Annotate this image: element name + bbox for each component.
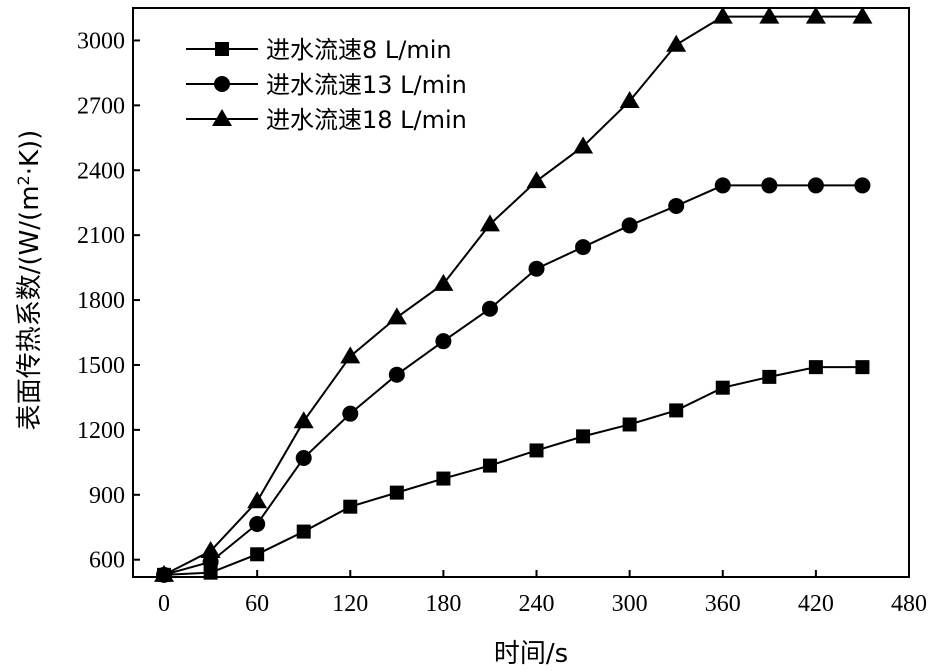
y-tick-label: 900 xyxy=(89,483,125,509)
x-tick-label: 240 xyxy=(519,591,555,617)
y-axis-title-tail: ·K)) xyxy=(15,130,45,176)
series-line-square xyxy=(163,366,863,576)
data-point-triangle xyxy=(666,34,687,52)
data-point-square xyxy=(622,417,637,432)
x-tick-label: 120 xyxy=(332,591,368,617)
x-axis: 0 60 120 180 240 300 360 420 480 xyxy=(158,570,927,617)
data-point-square xyxy=(808,360,823,375)
data-point-triangle xyxy=(712,6,733,24)
data-point-triangle xyxy=(619,91,640,109)
data-point-triangle xyxy=(526,171,547,189)
legend-item: 进水流速13 L/min xyxy=(186,71,467,99)
plot-area xyxy=(132,7,910,578)
y-tick-label: 1200 xyxy=(77,418,125,444)
legend-label: 进水流速18 L/min xyxy=(266,106,467,134)
data-point-circle xyxy=(388,366,405,383)
series-triangle xyxy=(154,6,873,582)
data-point-circle xyxy=(854,177,871,194)
y-tick-label: 2700 xyxy=(77,93,125,119)
data-point-triangle xyxy=(573,136,594,154)
data-point-square xyxy=(576,429,591,444)
series-layer xyxy=(154,6,873,583)
x-tick-label: 0 xyxy=(158,591,170,617)
y-axis: 600 900 1200 1500 1800 2100 2400 2700 3000 xyxy=(77,28,140,574)
y-axis-title-main: 表面传热系数/(W/(m xyxy=(15,185,45,430)
legend-item: 进水流速18 L/min xyxy=(186,106,467,134)
y-tick-label: 600 xyxy=(89,548,125,574)
x-tick-label: 420 xyxy=(798,591,834,617)
data-point-circle xyxy=(295,450,312,467)
y-tick-label: 1800 xyxy=(77,288,125,314)
data-point-square xyxy=(436,471,451,486)
y-tick-label: 2400 xyxy=(77,158,125,184)
y-tick-label: 3000 xyxy=(77,28,125,54)
data-point-triangle xyxy=(340,346,361,364)
legend-marker-square xyxy=(215,42,229,56)
data-point-circle xyxy=(435,333,452,350)
y-tick-label: 1500 xyxy=(77,353,125,379)
x-tick-label: 480 xyxy=(891,591,927,617)
series-square xyxy=(157,360,870,582)
data-point-square xyxy=(343,499,358,514)
data-point-circle xyxy=(668,197,685,214)
data-point-triangle xyxy=(386,307,407,325)
data-point-triangle xyxy=(154,564,175,582)
data-point-circle xyxy=(575,239,592,256)
series-line-triangle xyxy=(163,15,863,576)
data-point-triangle xyxy=(200,541,221,559)
data-point-square xyxy=(715,380,730,395)
legend-label: 进水流速13 L/min xyxy=(266,71,467,99)
series-line-circle xyxy=(163,184,863,576)
data-point-circle xyxy=(621,217,638,234)
y-axis-title-superscript: 2 xyxy=(14,175,33,185)
y-axis-title: 表面传热系数/(W/(m2·K)) xyxy=(14,130,46,431)
data-point-circle xyxy=(481,300,498,317)
data-point-square xyxy=(250,547,265,562)
x-tick-label: 180 xyxy=(425,591,461,617)
data-point-circle xyxy=(342,405,359,422)
x-tick-label: 300 xyxy=(612,591,648,617)
legend-marker-circle xyxy=(214,76,230,92)
data-point-square xyxy=(529,443,544,458)
data-point-square xyxy=(855,360,870,375)
legend-label: 进水流速8 L/min xyxy=(266,36,452,64)
data-point-circle xyxy=(761,177,778,194)
data-point-circle xyxy=(807,177,824,194)
data-point-square xyxy=(203,565,218,580)
data-point-triangle xyxy=(805,6,826,24)
data-point-triangle xyxy=(479,214,500,232)
data-point-triangle xyxy=(293,411,314,429)
data-point-circle xyxy=(528,260,545,277)
data-point-square xyxy=(296,524,311,539)
x-axis-title: 时间/s xyxy=(494,639,568,669)
legend-marker-triangle xyxy=(212,109,232,126)
data-point-triangle xyxy=(433,273,454,291)
data-point-triangle xyxy=(852,6,873,24)
data-point-square xyxy=(482,458,497,473)
data-point-circle xyxy=(249,515,266,532)
data-point-square xyxy=(389,485,404,500)
plot-border xyxy=(132,7,910,578)
x-tick-label: 360 xyxy=(705,591,741,617)
data-point-square xyxy=(669,403,684,418)
data-point-circle xyxy=(714,177,731,194)
legend-item: 进水流速8 L/min xyxy=(186,36,452,64)
x-tick-label: 60 xyxy=(245,591,269,617)
legend: 进水流速8 L/min 进水流速13 L/min 进水流速18 L/min xyxy=(186,36,467,134)
y-tick-label: 2100 xyxy=(77,223,125,249)
data-point-triangle xyxy=(759,6,780,24)
data-point-square xyxy=(762,369,777,384)
data-point-triangle xyxy=(247,491,268,509)
